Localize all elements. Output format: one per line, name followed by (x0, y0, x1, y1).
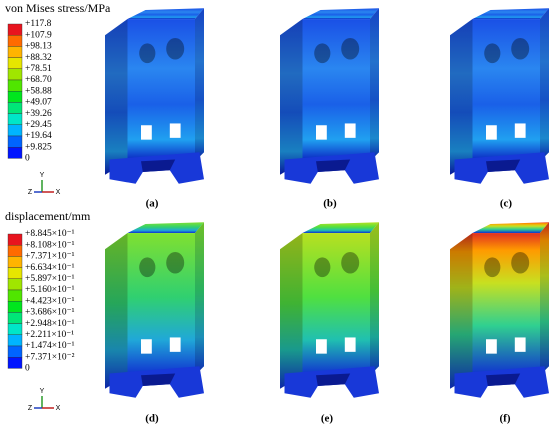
color-band (7, 124, 23, 137)
legend-label: +2.211×10⁻¹ (25, 330, 74, 340)
color-band (7, 334, 23, 347)
panel-label: (d) (145, 413, 159, 425)
model-image (105, 222, 204, 398)
color-band (7, 289, 23, 302)
legend-label: +5.160×10⁻¹ (25, 285, 75, 295)
panel-label: (f) (500, 413, 511, 425)
axis-triad: Y Z X (28, 172, 61, 196)
panel-label: (a) (146, 198, 159, 210)
legend-label: +8.108×10⁻¹ (25, 240, 75, 250)
legend-label: +117.8 (25, 19, 52, 29)
panel-label: (e) (321, 413, 334, 425)
color-band (7, 244, 23, 257)
color-band (7, 79, 23, 92)
legend-label: +7.371×10⁻¹ (25, 252, 75, 262)
model-image (450, 8, 549, 184)
color-band (7, 57, 23, 69)
legend-label: +107.9 (25, 30, 52, 40)
color-band (7, 323, 23, 336)
color-band (7, 357, 23, 369)
color-band (7, 345, 23, 358)
panel-label: (b) (323, 198, 337, 210)
color-band (7, 301, 23, 313)
legend-label: +9.825 (25, 142, 52, 152)
legend-label: +2.948×10⁻¹ (25, 319, 75, 329)
legend-title: von Mises stress/MPa (5, 1, 111, 15)
legend-label: 0 (25, 364, 30, 374)
model-image (280, 8, 379, 184)
legend-label: +58.88 (25, 86, 52, 96)
legend-label: +4.423×10⁻¹ (25, 296, 75, 306)
legend-title: displacement/mm (5, 209, 91, 223)
legend-stress: +117.8+107.9 +98.13+88.32+78.51+68.70+58.… (7, 19, 52, 164)
color-band (7, 35, 23, 47)
legend-label: +7.371×10⁻² (25, 352, 75, 362)
legend-label: +8.845×10⁻¹ (25, 229, 75, 239)
color-band (7, 23, 23, 36)
legend-label: +6.634×10⁻¹ (25, 263, 75, 273)
legend-displacement: +8.845×10⁻¹+8.108×10⁻¹ +7.371×10⁻¹+6.634×… (7, 229, 75, 374)
legend-label: +29.45 (25, 120, 52, 130)
color-band (7, 233, 23, 246)
model-image (105, 8, 204, 184)
color-band (7, 278, 23, 291)
color-band (7, 90, 23, 103)
axis-label: Y (40, 172, 45, 179)
color-band (7, 68, 23, 81)
model-image (280, 222, 379, 398)
model-image (450, 222, 549, 398)
axis-triad: Y Z X (28, 388, 61, 412)
axis-label: X (56, 405, 61, 412)
legend-label: +39.26 (25, 109, 52, 119)
color-band (7, 267, 23, 280)
axis-label: X (56, 189, 61, 196)
legend-label: +5.897×10⁻¹ (25, 274, 75, 284)
axis-label: Z (28, 189, 33, 196)
axis-label: Z (28, 405, 33, 412)
legend-label: +49.07 (25, 98, 52, 108)
color-band (7, 146, 23, 159)
color-band (7, 135, 23, 148)
color-band (7, 312, 23, 324)
color-band (7, 46, 23, 58)
panel-label: (c) (500, 198, 513, 210)
color-band (7, 256, 23, 268)
legend-label: 0 (25, 154, 30, 164)
legend-label: +68.70 (25, 75, 52, 85)
legend-label: +98.13 (25, 42, 52, 52)
legend-label: +78.51 (25, 64, 52, 74)
color-band (7, 102, 23, 114)
legend-label: +19.64 (25, 131, 52, 141)
axis-label: Y (40, 388, 45, 395)
legend-label: +88.32 (25, 53, 52, 63)
legend-label: +3.686×10⁻¹ (25, 308, 75, 318)
legend-label: +1.474×10⁻¹ (25, 341, 75, 351)
color-band (7, 113, 23, 125)
